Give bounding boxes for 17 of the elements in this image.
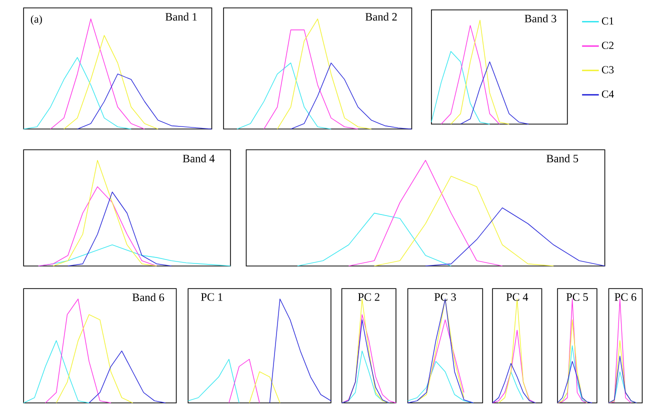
chart-title: PC 1	[201, 293, 222, 301]
chart-title: Band 5	[546, 154, 578, 162]
chart-title: PC 4	[506, 293, 528, 301]
chart-title: PC 6	[614, 293, 636, 301]
chart-title: Band 4	[182, 154, 215, 162]
legend-label: C4	[602, 90, 614, 98]
chart-title: PC 3	[434, 293, 456, 301]
legend-label: C1	[602, 17, 614, 25]
legend-label: C3	[602, 66, 614, 74]
chart-title: Band 1	[165, 12, 197, 21]
chart-title: Band 6	[132, 293, 164, 302]
legend-label: C2	[602, 42, 614, 50]
chart-title: Band 2	[365, 12, 397, 21]
chart-title: PC 2	[358, 293, 380, 301]
chart-title: Band 3	[524, 14, 556, 22]
annotation: (a)	[30, 15, 42, 25]
chart-title: PC 5	[566, 293, 588, 301]
